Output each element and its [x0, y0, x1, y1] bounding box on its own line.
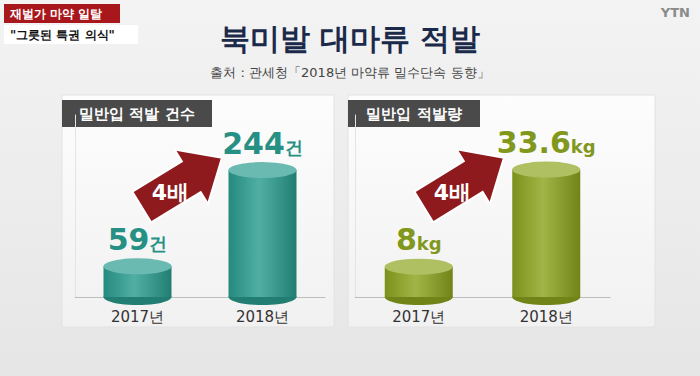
svg-text:59: 59: [108, 222, 150, 257]
svg-text:2018년: 2018년: [236, 308, 289, 326]
svg-text:밀반입 적발 건수: 밀반입 적발 건수: [79, 105, 194, 123]
svg-text:8: 8: [396, 222, 417, 257]
svg-text:북미발 대마류 적발: 북미발 대마류 적발: [220, 21, 481, 56]
svg-text:출처 : 관세청「2018년 마약류 밀수단속 동향」: 출처 : 관세청「2018년 마약류 밀수단속 동향」: [210, 65, 489, 80]
svg-text:YTN: YTN: [660, 5, 690, 20]
svg-text:33.6: 33.6: [497, 125, 571, 160]
svg-text:2018년: 2018년: [520, 308, 573, 326]
svg-text:"그릇된 특권 의식": "그릇된 특권 의식": [10, 28, 115, 42]
svg-text:4배: 4배: [434, 180, 471, 205]
svg-text:2017년: 2017년: [111, 308, 164, 326]
svg-text:2017년: 2017년: [392, 308, 445, 326]
svg-text:kg: kg: [417, 233, 442, 254]
svg-text:건: 건: [285, 137, 303, 158]
svg-text:4배: 4배: [152, 180, 189, 205]
svg-text:재벌가 마약 일탈: 재벌가 마약 일탈: [9, 7, 102, 21]
svg-text:밀반입 적발량: 밀반입 적발량: [366, 105, 461, 123]
svg-text:건: 건: [149, 233, 167, 254]
svg-text:kg: kg: [571, 136, 596, 157]
svg-text:244: 244: [222, 126, 285, 161]
